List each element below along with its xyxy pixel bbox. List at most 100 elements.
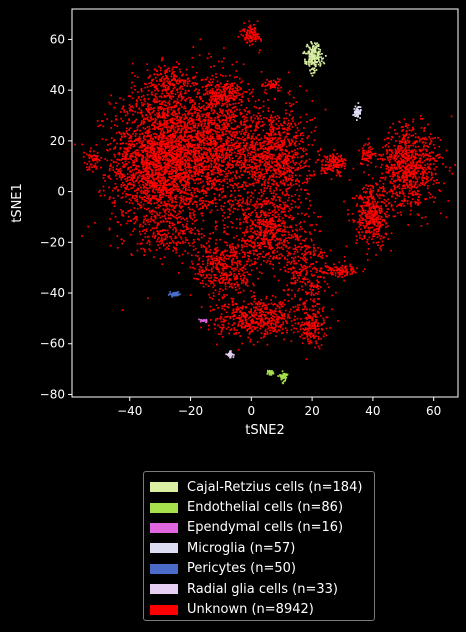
data-point [253, 170, 256, 173]
data-point [203, 235, 205, 237]
data-point [219, 114, 221, 117]
data-point [181, 85, 183, 88]
data-point [162, 187, 165, 190]
data-point [214, 226, 217, 228]
data-point [158, 83, 160, 86]
data-point [134, 217, 136, 220]
data-point [265, 171, 268, 173]
data-point [292, 172, 294, 174]
data-point [238, 152, 240, 155]
data-point [198, 109, 201, 112]
data-point [136, 215, 138, 218]
data-point [139, 111, 142, 114]
data-point [204, 85, 207, 88]
data-point [156, 87, 159, 90]
data-point [231, 204, 233, 207]
data-point [211, 93, 214, 95]
data-point [128, 202, 131, 204]
data-point [285, 135, 288, 138]
data-point [227, 100, 230, 103]
data-point [289, 171, 291, 173]
data-point [149, 160, 152, 163]
data-point [207, 183, 210, 185]
data-point [128, 118, 130, 120]
data-point [187, 178, 190, 180]
data-point [171, 169, 174, 171]
data-point [131, 187, 134, 189]
data-point [207, 187, 209, 190]
data-point [186, 152, 188, 154]
data-point [246, 202, 249, 204]
data-point [164, 166, 166, 168]
data-point [178, 204, 181, 206]
data-point [215, 91, 218, 94]
data-point [299, 116, 302, 119]
data-point [205, 194, 207, 197]
data-point [266, 161, 269, 164]
data-point [234, 114, 237, 117]
data-point [119, 138, 122, 140]
data-point [240, 164, 243, 166]
data-point [167, 78, 169, 80]
data-point [218, 178, 221, 181]
data-point [181, 97, 183, 100]
data-point [272, 147, 274, 150]
data-point [288, 144, 291, 147]
data-point [255, 165, 258, 168]
data-point [214, 166, 216, 168]
data-point [194, 123, 197, 125]
data-point [172, 84, 174, 87]
data-point [201, 86, 204, 88]
data-point [226, 103, 229, 106]
data-point [230, 206, 233, 208]
data-point [155, 195, 157, 197]
data-point [140, 192, 143, 195]
data-point [185, 203, 188, 206]
data-point [176, 184, 179, 186]
data-point [285, 193, 287, 196]
data-point [138, 141, 141, 144]
data-point [291, 218, 293, 221]
data-point [124, 178, 127, 180]
data-point [221, 131, 224, 134]
data-point [295, 183, 297, 185]
data-point [239, 77, 241, 80]
data-point [193, 166, 195, 168]
data-point [223, 227, 225, 230]
data-point [224, 84, 226, 86]
data-point [164, 137, 166, 140]
data-point [154, 117, 157, 120]
data-point [189, 230, 192, 232]
data-point [170, 214, 172, 216]
data-point [117, 221, 120, 224]
data-point [163, 100, 166, 103]
data-point [229, 163, 231, 165]
data-point [151, 219, 154, 221]
data-point [244, 153, 246, 156]
data-point [210, 142, 212, 145]
data-point [222, 104, 225, 106]
data-point [280, 149, 283, 152]
data-point [189, 142, 191, 145]
data-point [150, 146, 153, 149]
data-point [112, 140, 115, 142]
data-point [176, 98, 179, 101]
data-point [274, 164, 276, 167]
data-point [152, 182, 155, 185]
data-point [131, 110, 134, 112]
data-point [160, 96, 163, 99]
data-point [186, 175, 188, 178]
data-point [186, 226, 188, 229]
data-point [208, 80, 210, 83]
data-point [257, 181, 260, 184]
data-point [215, 154, 218, 157]
data-point [144, 138, 146, 141]
data-point [187, 169, 190, 172]
data-point [147, 89, 150, 92]
data-point [171, 89, 174, 92]
data-point [92, 170, 94, 173]
data-point [218, 135, 221, 137]
data-point [200, 125, 203, 127]
data-point [177, 188, 180, 191]
data-point [165, 136, 168, 139]
